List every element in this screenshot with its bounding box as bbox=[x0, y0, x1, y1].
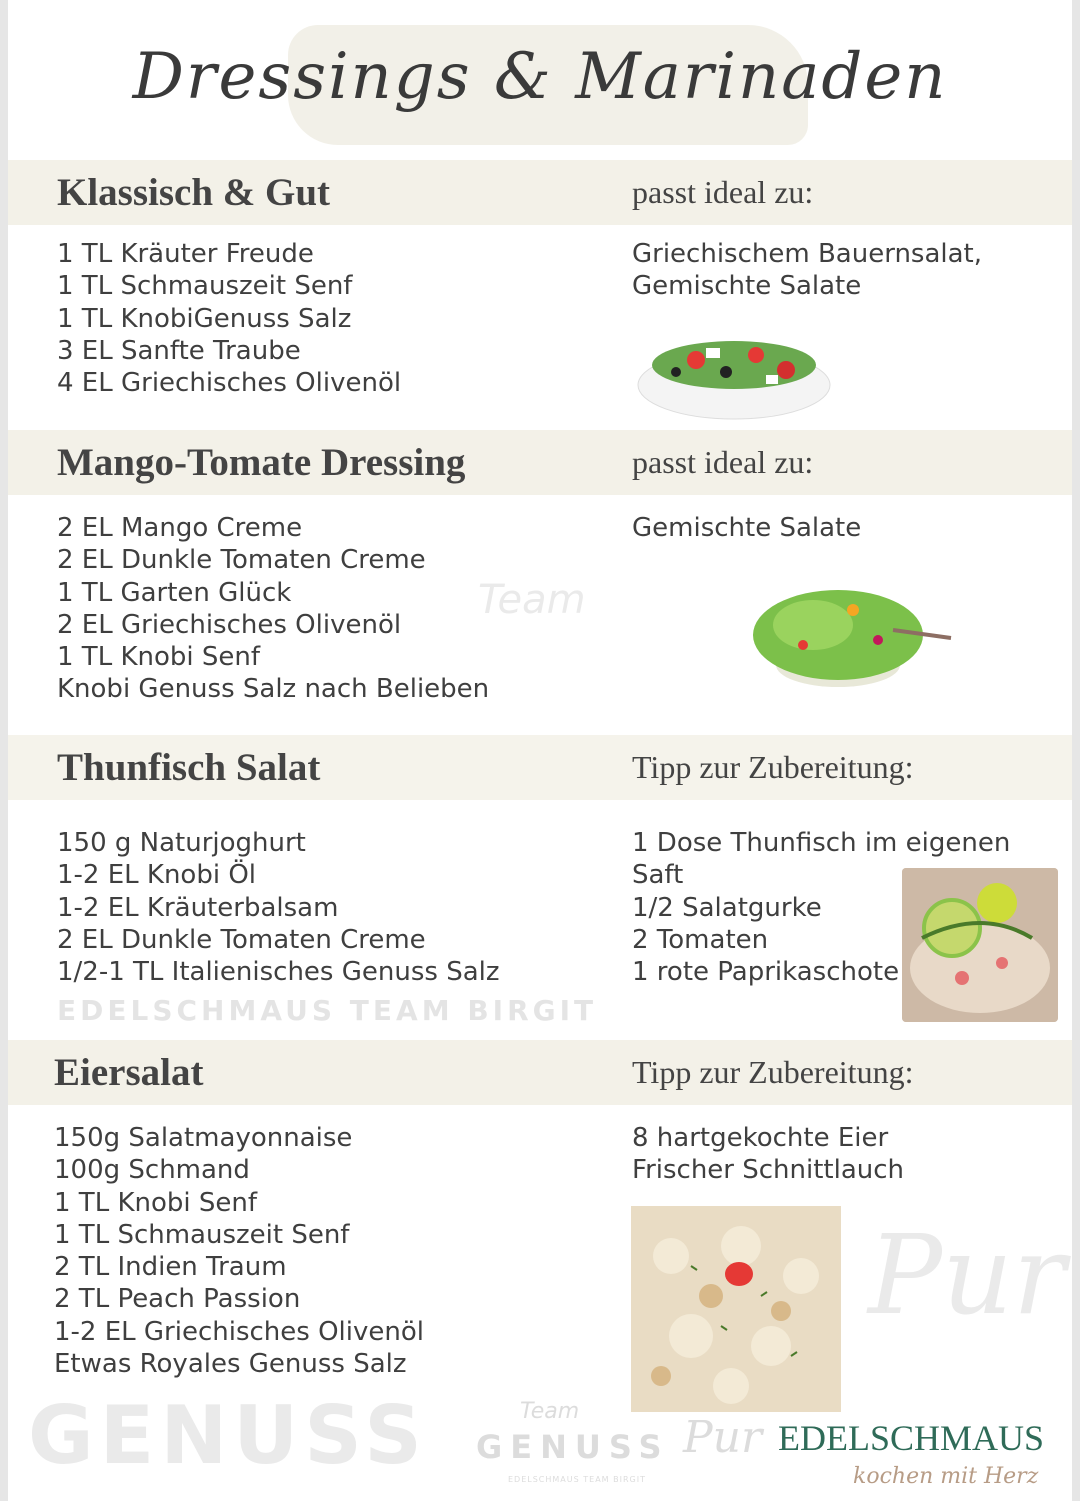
footer-pur-logo: Pur bbox=[683, 1412, 762, 1463]
ingredient: 1 TL Garten Glück bbox=[57, 577, 292, 608]
title-area: Dressings & Marinaden bbox=[8, 0, 1072, 160]
footer-genuss-logo: GENUSS bbox=[476, 1428, 670, 1466]
preparation-step: Saft bbox=[632, 860, 684, 891]
section-header-klassisch: Klassisch & Gut passt ideal zu: bbox=[8, 160, 1072, 225]
section-heading: Thunfisch Salat bbox=[57, 746, 321, 789]
section-header-mango: Mango-Tomate Dressing passt ideal zu: bbox=[8, 430, 1072, 495]
ingredient: 150 g Naturjoghurt bbox=[57, 828, 306, 858]
ingredient: 1 TL KnobiGenuss Salz bbox=[57, 303, 352, 334]
egg-salad-image bbox=[631, 1206, 841, 1412]
ingredient: 150g Salatmayonnaise bbox=[54, 1123, 353, 1153]
ingredient: 1 TL Schmauszeit Senf bbox=[54, 1219, 350, 1250]
ingredient: Knobi Genuss Salz nach Belieben bbox=[57, 674, 490, 705]
preparation-list: 8 hartgekochte Eier Frischer Schnittlauc… bbox=[632, 1122, 904, 1187]
footer-team-label: Team bbox=[520, 1399, 580, 1424]
ingredient-list: 1 TL Kräuter Freude 1 TL Schmauszeit Sen… bbox=[57, 238, 401, 399]
section-right-heading: passt ideal zu: bbox=[632, 444, 814, 480]
ingredient: 3 EL Sanfte Traube bbox=[57, 335, 301, 366]
pairing-list: Gemischte Salate bbox=[632, 512, 861, 544]
pairing: Griechischem Bauernsalat, bbox=[632, 239, 983, 269]
tuna-salad-image bbox=[902, 868, 1058, 1022]
watermark-pur: Pur bbox=[868, 1211, 1066, 1339]
section-heading: Klassisch & Gut bbox=[57, 171, 331, 214]
preparation-step: Frischer Schnittlauch bbox=[632, 1155, 905, 1186]
section-heading: Eiersalat bbox=[54, 1051, 204, 1094]
section-right-heading: Tipp zur Zubereitung: bbox=[632, 749, 914, 785]
ingredient-list: 150 g Naturjoghurt 1-2 EL Knobi Öl 1-2 E… bbox=[57, 827, 500, 988]
ingredient: 4 EL Griechisches Olivenöl bbox=[57, 368, 402, 399]
preparation-step: 1 rote Paprikaschote bbox=[632, 957, 900, 988]
ingredient: 1-2 EL Knobi Öl bbox=[57, 860, 257, 891]
ingredient: Etwas Royales Genuss Salz bbox=[54, 1349, 407, 1380]
preparation-step: 2 Tomaten bbox=[632, 924, 769, 955]
brush-stroke-decoration bbox=[288, 25, 808, 145]
preparation-step: 1 Dose Thunfisch im eigenen bbox=[632, 828, 1011, 858]
ingredient: 2 EL Griechisches Olivenöl bbox=[57, 609, 402, 640]
edelschmaus-tagline: kochen mit Herz bbox=[853, 1464, 1039, 1489]
ingredient: 2 EL Mango Creme bbox=[57, 513, 303, 543]
ingredient: 1-2 EL Kräuterbalsam bbox=[57, 892, 339, 923]
ingredient: 1-2 EL Griechisches Olivenöl bbox=[54, 1316, 424, 1347]
ingredient: 2 TL Indien Traum bbox=[54, 1252, 287, 1283]
edelschmaus-logo: EDELSCHMAUS bbox=[778, 1418, 1045, 1458]
ingredient: 1 TL Knobi Senf bbox=[57, 642, 260, 673]
footer-genuss-subtitle: EDELSCHMAUS TEAM BIRGIT bbox=[508, 1475, 646, 1484]
ingredient-list: 2 EL Mango Creme 2 EL Dunkle Tomaten Cre… bbox=[57, 512, 489, 706]
watermark-team: Team bbox=[478, 577, 586, 623]
ingredient: 1 TL Kräuter Freude bbox=[57, 239, 314, 269]
watermark-genuss: GENUSS bbox=[28, 1389, 428, 1482]
ingredient: 1/2-1 TL Italienisches Genuss Salz bbox=[57, 957, 500, 988]
mixed-salad-image bbox=[743, 570, 953, 695]
ingredient: 100g Schmand bbox=[54, 1155, 250, 1186]
section-heading: Mango-Tomate Dressing bbox=[57, 441, 466, 484]
recipe-page: Dressings & Marinaden Team GENUSS Pur ED… bbox=[8, 0, 1072, 1501]
section-right-heading: passt ideal zu: bbox=[632, 174, 814, 210]
ingredient: 2 EL Dunkle Tomaten Creme bbox=[57, 545, 426, 576]
ingredient: 1 TL Knobi Senf bbox=[54, 1187, 257, 1218]
section-header-eiersalat: Eiersalat Tipp zur Zubereitung: bbox=[8, 1040, 1072, 1105]
pairing: Gemischte Salate bbox=[632, 513, 862, 543]
preparation-list: 1 Dose Thunfisch im eigenen Saft 1/2 Sal… bbox=[632, 827, 1010, 988]
pairing: Gemischte Salate bbox=[632, 271, 862, 302]
preparation-step: 8 hartgekochte Eier bbox=[632, 1123, 889, 1153]
watermark-subtitle: EDELSCHMAUS TEAM BIRGIT bbox=[57, 994, 598, 1027]
section-right-heading: Tipp zur Zubereitung: bbox=[632, 1054, 914, 1090]
section-header-thunfisch: Thunfisch Salat Tipp zur Zubereitung: bbox=[8, 735, 1072, 800]
ingredient: 1 TL Schmauszeit Senf bbox=[57, 271, 353, 302]
pairing-list: Griechischem Bauernsalat, Gemischte Sala… bbox=[632, 238, 982, 303]
ingredient-list: 150g Salatmayonnaise 100g Schmand 1 TL K… bbox=[54, 1122, 424, 1380]
ingredient: 2 TL Peach Passion bbox=[54, 1284, 301, 1315]
preparation-step: 1/2 Salatgurke bbox=[632, 892, 822, 923]
page-title: Dressings & Marinaden bbox=[132, 40, 948, 114]
ingredient: 2 EL Dunkle Tomaten Creme bbox=[57, 924, 426, 955]
greek-salad-image bbox=[636, 330, 832, 420]
